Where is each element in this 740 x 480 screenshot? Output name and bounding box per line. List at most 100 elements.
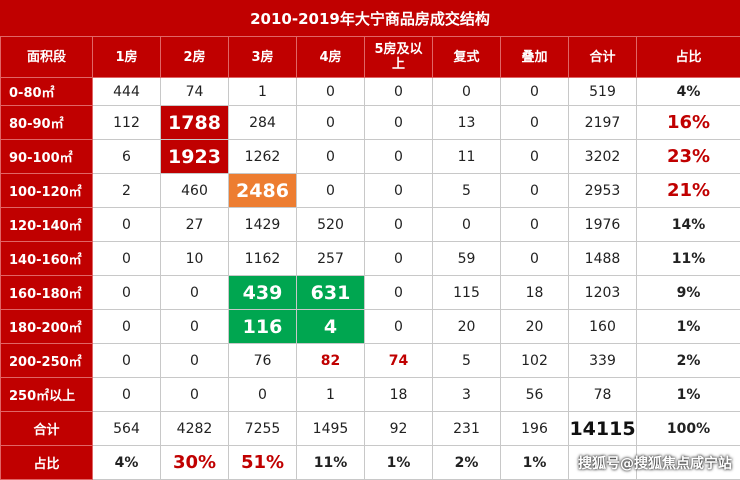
share-cell: 1% xyxy=(637,310,740,344)
share-cell: 1% xyxy=(501,446,569,480)
cell: 0 xyxy=(365,276,433,310)
highlight-cell: 116 xyxy=(229,310,297,344)
row-label: 0-80㎡ xyxy=(1,78,93,106)
total-label: 合计 xyxy=(1,412,93,446)
share-cell: 11% xyxy=(297,446,365,480)
highlight-cell: 1788 xyxy=(161,106,229,140)
share-cell: 51% xyxy=(229,446,297,480)
header-2-room: 2房 xyxy=(161,37,229,78)
cell: 56 xyxy=(501,378,569,412)
cell: 1429 xyxy=(229,208,297,242)
row-label: 140-160㎡ xyxy=(1,242,93,276)
cell: 11 xyxy=(433,140,501,174)
cell: 1203 xyxy=(569,276,637,310)
header-5plus-room: 5房及以上 xyxy=(365,37,433,78)
cell: 0 xyxy=(297,140,365,174)
cell: 0 xyxy=(93,276,161,310)
highlight-cell: 4 xyxy=(297,310,365,344)
header-1-room: 1房 xyxy=(93,37,161,78)
share-label: 占比 xyxy=(1,446,93,480)
transaction-structure-table: 面积段 1房 2房 3房 4房 5房及以上 复式 叠加 合计 占比 0-80㎡ … xyxy=(0,36,740,480)
table-row: 0-80㎡ 444 74 1 0 0 0 0 519 4% xyxy=(1,78,740,106)
cell: 1495 xyxy=(297,412,365,446)
cell: 0 xyxy=(501,174,569,208)
cell: 1488 xyxy=(569,242,637,276)
cell: 74 xyxy=(161,78,229,106)
cell: 3202 xyxy=(569,140,637,174)
row-label: 160-180㎡ xyxy=(1,276,93,310)
cell: 76 xyxy=(229,344,297,378)
row-label: 100-120㎡ xyxy=(1,174,93,208)
cell: 460 xyxy=(161,174,229,208)
cell: 112 xyxy=(93,106,161,140)
watermark: 搜狐号@搜狐焦点咸宁站 xyxy=(578,453,732,473)
table-row: 250㎡以上 0 0 0 1 18 3 56 78 1% xyxy=(1,378,740,412)
table-row: 140-160㎡ 0 10 1162 257 0 59 0 1488 11% xyxy=(1,242,740,276)
header-4-room: 4房 xyxy=(297,37,365,78)
cell: 0 xyxy=(93,344,161,378)
cell: 10 xyxy=(161,242,229,276)
cell: 196 xyxy=(501,412,569,446)
cell: 0 xyxy=(229,378,297,412)
cell: 160 xyxy=(569,310,637,344)
share-cell: 23% xyxy=(637,140,740,174)
cell: 0 xyxy=(161,344,229,378)
row-label: 200-250㎡ xyxy=(1,344,93,378)
cell: 0 xyxy=(365,208,433,242)
table-row: 160-180㎡ 0 0 439 631 0 115 18 1203 9% xyxy=(1,276,740,310)
cell: 257 xyxy=(297,242,365,276)
cell: 284 xyxy=(229,106,297,140)
cell: 7255 xyxy=(229,412,297,446)
cell: 0 xyxy=(161,378,229,412)
cell: 27 xyxy=(161,208,229,242)
header-3-room: 3房 xyxy=(229,37,297,78)
cell: 1 xyxy=(229,78,297,106)
share-cell: 21% xyxy=(637,174,740,208)
table-row: 180-200㎡ 0 0 116 4 0 20 20 160 1% xyxy=(1,310,740,344)
highlight-cell: 1923 xyxy=(161,140,229,174)
cell: 20 xyxy=(501,310,569,344)
cell: 0 xyxy=(365,310,433,344)
share-cell: 4% xyxy=(637,78,740,106)
cell: 13 xyxy=(433,106,501,140)
cell: 0 xyxy=(501,106,569,140)
cell: 0 xyxy=(93,378,161,412)
grand-total-cell: 14115 xyxy=(569,412,637,446)
cell: 231 xyxy=(433,412,501,446)
table-row: 90-100㎡ 6 1923 1262 0 0 11 0 3202 23% xyxy=(1,140,740,174)
share-cell: 16% xyxy=(637,106,740,140)
cell: 0 xyxy=(365,106,433,140)
header-area-range: 面积段 xyxy=(1,37,93,78)
table-row: 80-90㎡ 112 1788 284 0 0 13 0 2197 16% xyxy=(1,106,740,140)
table-row: 120-140㎡ 0 27 1429 520 0 0 0 1976 14% xyxy=(1,208,740,242)
cell: 92 xyxy=(365,412,433,446)
header-row: 面积段 1房 2房 3房 4房 5房及以上 复式 叠加 合计 占比 xyxy=(1,37,740,78)
cell: 4282 xyxy=(161,412,229,446)
cell: 0 xyxy=(161,276,229,310)
share-cell: 14% xyxy=(637,208,740,242)
cell: 82 xyxy=(297,344,365,378)
cell: 1 xyxy=(297,378,365,412)
cell: 0 xyxy=(93,242,161,276)
row-label: 180-200㎡ xyxy=(1,310,93,344)
share-cell: 2% xyxy=(433,446,501,480)
table-row: 200-250㎡ 0 0 76 82 74 5 102 339 2% xyxy=(1,344,740,378)
cell: 18 xyxy=(365,378,433,412)
header-share: 占比 xyxy=(637,37,740,78)
share-cell: 11% xyxy=(637,242,740,276)
cell: 0 xyxy=(365,242,433,276)
highlight-cell: 631 xyxy=(297,276,365,310)
share-cell: 1% xyxy=(637,378,740,412)
cell: 20 xyxy=(433,310,501,344)
cell: 1976 xyxy=(569,208,637,242)
share-cell: 4% xyxy=(93,446,161,480)
cell: 564 xyxy=(93,412,161,446)
cell: 444 xyxy=(93,78,161,106)
highlight-cell: 439 xyxy=(229,276,297,310)
cell: 520 xyxy=(297,208,365,242)
cell: 5 xyxy=(433,174,501,208)
share-cell: 9% xyxy=(637,276,740,310)
cell: 339 xyxy=(569,344,637,378)
cell: 102 xyxy=(501,344,569,378)
cell: 0 xyxy=(365,140,433,174)
